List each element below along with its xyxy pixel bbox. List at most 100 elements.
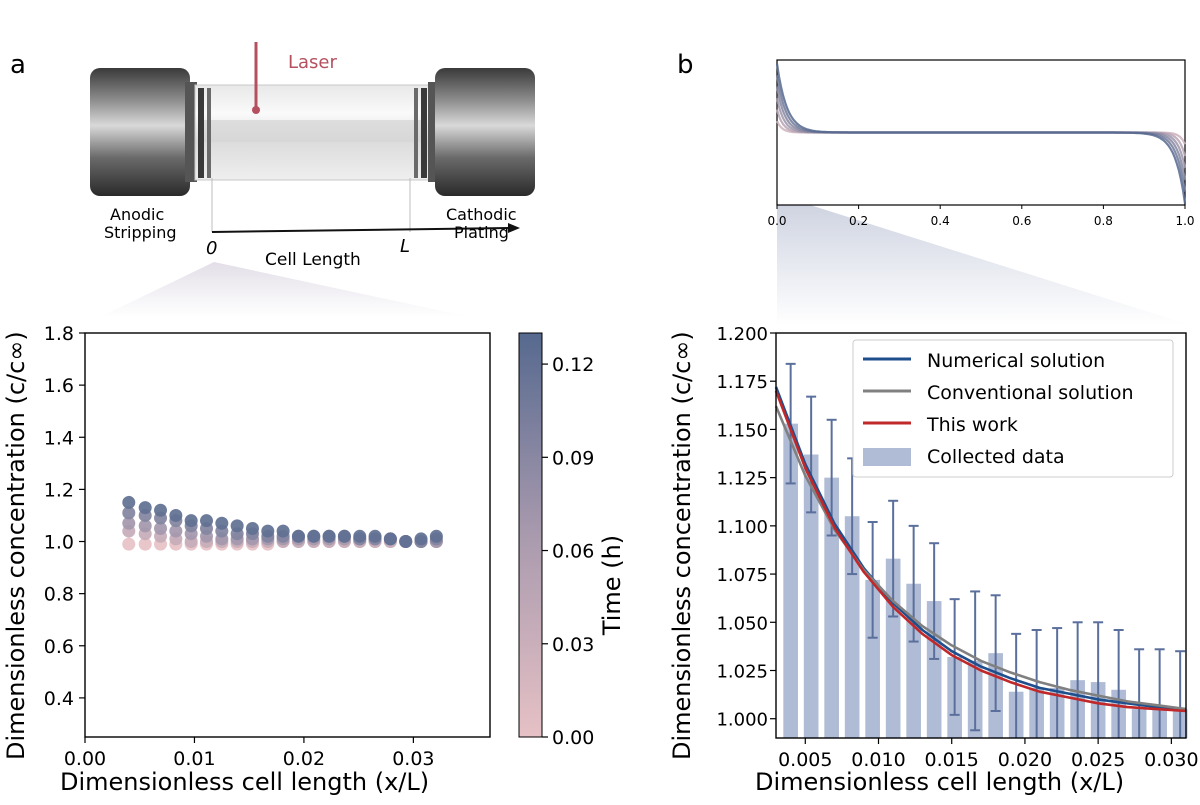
scatter-point — [383, 532, 397, 546]
y-tick-label: 0.8 — [44, 584, 74, 606]
colorbar-tick-label: 0.06 — [552, 541, 594, 563]
y-tick-label: 1.075 — [716, 565, 768, 586]
x-tick-label: 0.00 — [64, 748, 106, 770]
bar-y-axis-label: Dimensionless concentration (c/c∞) — [668, 331, 696, 760]
y-tick-label: 1.175 — [716, 372, 768, 393]
inset-x-tick-label: 0.6 — [1012, 214, 1031, 228]
y-tick-label: 1.150 — [716, 420, 768, 441]
inset-profiles — [775, 63, 1187, 204]
this-work-line — [774, 390, 1187, 713]
cell-length-label: Cell Length — [265, 250, 361, 270]
panel-b-label: b — [677, 50, 694, 80]
data-bar — [783, 423, 798, 738]
inset-x-tick-label: 0.0 — [767, 214, 786, 228]
x-tick-label: 0.01 — [173, 748, 215, 770]
bar-plot-frame — [775, 332, 1187, 739]
anode-ring-1 — [198, 88, 204, 178]
scatter-point — [368, 529, 382, 543]
scatter-point — [122, 516, 136, 530]
scatter-plot-frame — [84, 332, 491, 738]
scatter-point — [337, 529, 351, 543]
colorbar — [518, 332, 543, 738]
data-bar — [865, 579, 880, 738]
inset-x-tick-label: 1.0 — [1175, 214, 1194, 228]
x-tick-label: 0.02 — [283, 748, 325, 770]
y-tick-label: 1.200 — [716, 324, 768, 345]
scatter-point — [353, 529, 367, 543]
scatter-point — [122, 495, 136, 509]
panel-a-label: a — [10, 50, 26, 80]
cathodic-label-1: Cathodic — [446, 205, 517, 224]
scatter-point — [184, 514, 198, 528]
scatter-points — [122, 495, 443, 551]
scatter-point — [200, 514, 213, 528]
y-tick-label: 1.4 — [44, 427, 74, 449]
inset-x-tick-label: 0.2 — [849, 214, 868, 228]
y-tick-label: 1.6 — [44, 375, 74, 397]
scatter-point — [230, 519, 244, 533]
data-bar — [803, 454, 819, 738]
scatter-point — [138, 519, 152, 533]
scatter-point — [276, 524, 290, 538]
x-tick-label: 0.030 — [1144, 749, 1198, 771]
x-over-L-fraction-a: (x/L) — [367, 768, 429, 796]
scatter-point — [154, 521, 168, 535]
laser-label: Laser — [288, 52, 338, 73]
colorbar-label: Time (h) — [598, 535, 626, 636]
legend-label-numerical: Numerical solution — [927, 350, 1105, 372]
scatter-point — [307, 529, 321, 543]
scatter-point — [291, 529, 305, 543]
solution-lines — [774, 386, 1187, 713]
y-tick-label: 1.8 — [44, 323, 74, 345]
scatter-point — [169, 524, 183, 538]
inset-frame — [776, 59, 1186, 206]
x-tick-label: 0.020 — [998, 749, 1052, 771]
x-tick-label: 0.025 — [1071, 749, 1125, 771]
scatter-point — [414, 532, 428, 546]
anodic-label-1: Anodic — [110, 205, 164, 224]
y-tick-label: 1.125 — [716, 469, 768, 490]
scatter-point — [261, 524, 275, 538]
y-tick-label: 1.050 — [716, 613, 768, 634]
data-bar — [844, 516, 860, 738]
y-tick-label: 1.000 — [716, 710, 768, 731]
scatter-point — [122, 506, 136, 520]
scatter-point — [399, 535, 413, 549]
scatter-point — [154, 503, 168, 517]
laser-spot — [252, 106, 260, 114]
cathode-ring-2 — [421, 88, 427, 178]
y-tick-label: 1.100 — [716, 517, 768, 538]
legend-label-this-work: This work — [926, 414, 1018, 436]
anode-ring-2 — [207, 88, 211, 178]
bar-chart-b: 0.005 0.010 0.015 0.020 0.025 0.030 1.000 1.025… — [668, 324, 1199, 796]
zoom-cone-b — [777, 205, 1190, 325]
cathode-ring-1 — [414, 88, 418, 178]
scatter-point — [122, 537, 136, 551]
numerical-solution-line — [774, 386, 1187, 711]
y-tick-label: 1.2 — [44, 479, 74, 501]
scatter-point — [322, 529, 336, 543]
scatter-point — [215, 516, 229, 530]
legend-swatch-collected — [863, 448, 911, 466]
colorbar-tick-label: 0.12 — [552, 354, 594, 376]
scatter-x-axis-label: Dimensionless cell length (x/L) — [60, 768, 429, 796]
colorbar-ticks: 0.00 0.03 0.06 0.09 0.12 — [542, 354, 594, 749]
legend-label-collected: Collected data — [927, 446, 1065, 468]
y-tick-label: 0.4 — [44, 688, 74, 710]
inset-chart-b: 0.0 0.2 0.4 0.6 0.8 1.0 — [767, 59, 1195, 228]
legend-box — [852, 339, 1174, 478]
y-tick-label: 1.025 — [716, 662, 768, 683]
x-tick-label: 0.005 — [778, 749, 832, 771]
colorbar-tick-label: 0.00 — [552, 727, 594, 749]
scatter-axis-ticks: 0.00 0.01 0.02 0.03 0.4 0.6 0.8 1.0 1.2 1.4 1.6 1.8 — [44, 323, 435, 770]
scatter-point — [169, 508, 183, 522]
data-bar — [824, 477, 839, 738]
error-bars — [785, 362, 1186, 738]
c-over-cinf-fraction-a: (c/c∞) — [2, 331, 30, 412]
x-tick-label: 0.015 — [925, 749, 979, 771]
anode-cap — [90, 68, 190, 196]
cathodic-label-2: Plating — [454, 223, 509, 242]
scatter-point — [429, 529, 443, 543]
zoom-cone-a — [100, 262, 470, 317]
